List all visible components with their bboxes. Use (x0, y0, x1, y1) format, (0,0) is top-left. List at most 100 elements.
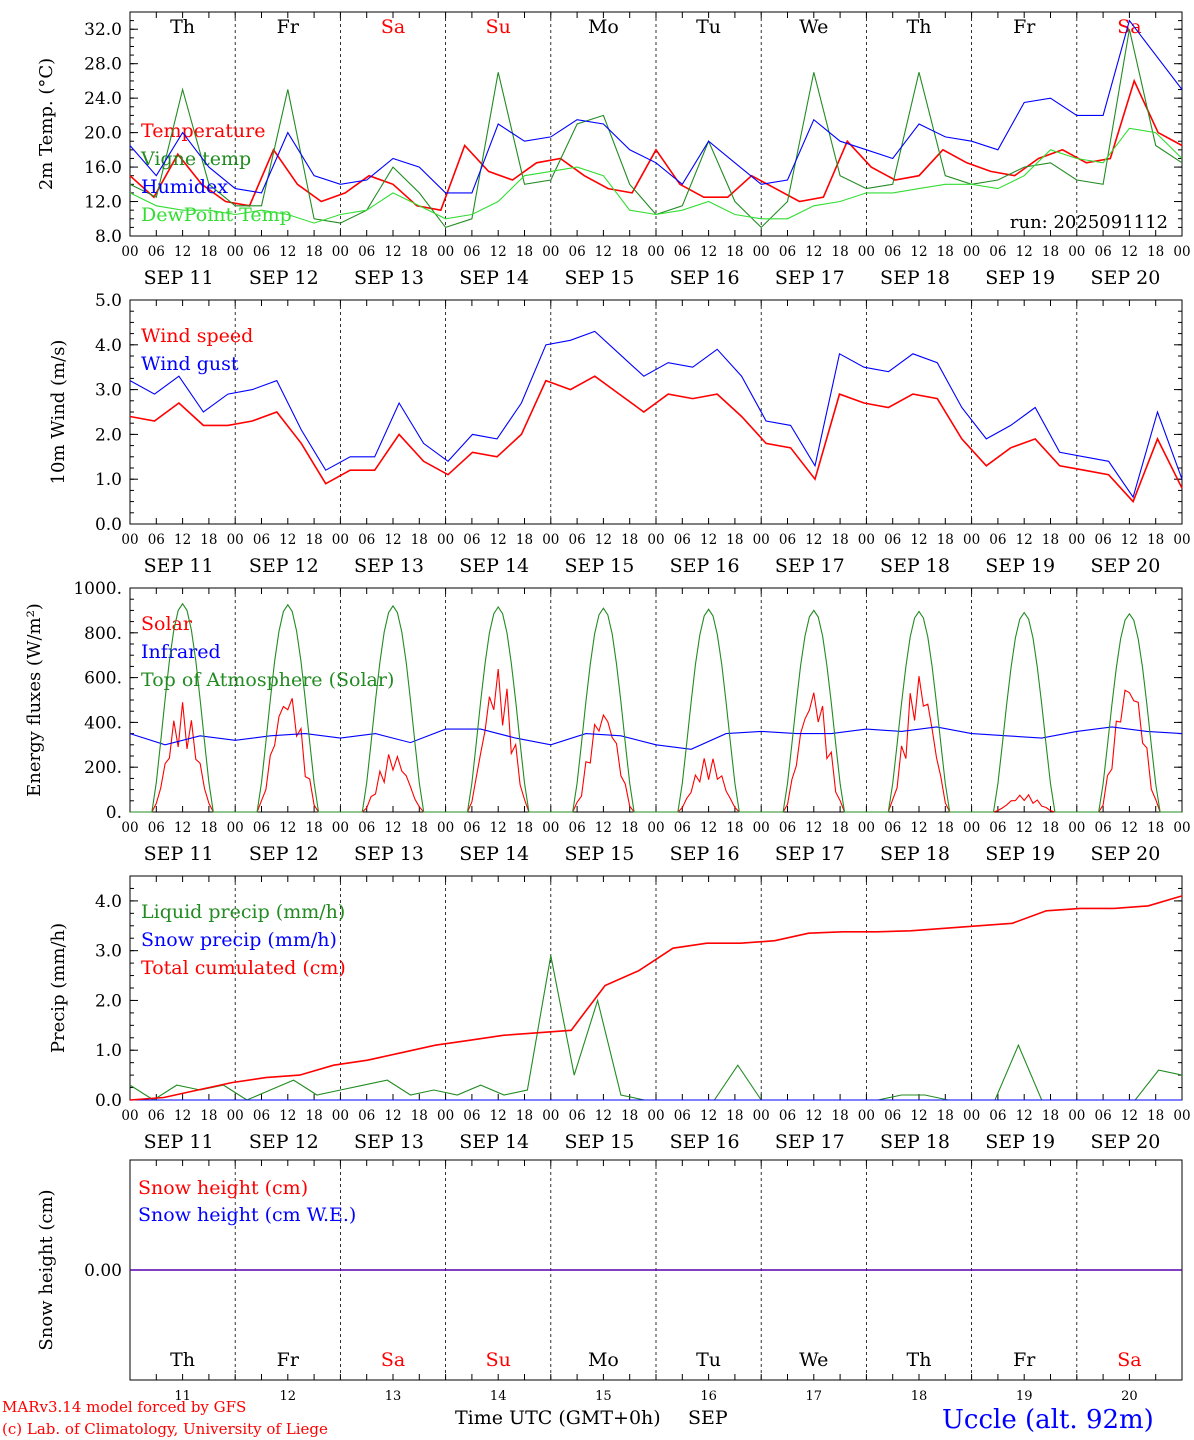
hour-tick-label: 18 (1042, 820, 1059, 836)
hour-tick-label: 12 (1121, 1108, 1138, 1124)
date-label: SEP 15 (564, 843, 634, 865)
hour-tick-label: 12 (384, 820, 401, 836)
weekday-label: Th (907, 1349, 932, 1371)
hour-tick-label: 18 (516, 244, 533, 260)
date-label: SEP 12 (249, 267, 319, 289)
hour-tick-label: 00 (121, 532, 138, 548)
hour-tick-label: 00 (1173, 820, 1190, 836)
date-label: SEP 13 (354, 555, 424, 577)
hour-tick-label: 00 (121, 1108, 138, 1124)
hour-tick-label: 00 (1173, 532, 1190, 548)
date-label: SEP 12 (249, 843, 319, 865)
hour-tick-label: 00 (1068, 820, 1085, 836)
hour-tick-label: 18 (832, 532, 849, 548)
hour-tick-label: 06 (358, 532, 375, 548)
series-line-wind-gust (129, 330, 1183, 499)
weekday-label: Sa (381, 16, 405, 38)
hour-tick-label: 12 (910, 244, 927, 260)
hour-tick-label: 06 (1095, 820, 1112, 836)
hour-tick-label: 00 (121, 244, 138, 260)
weekday-label: Sa (1117, 16, 1141, 38)
date-label: SEP 17 (775, 843, 845, 865)
date-label: SEP 17 (775, 555, 845, 577)
hour-tick-label: 06 (148, 1108, 165, 1124)
date-label: SEP 17 (775, 267, 845, 289)
day-number-label: 16 (700, 1389, 717, 1404)
hour-tick-label: 00 (963, 532, 980, 548)
day-number-label: 19 (1016, 1389, 1033, 1404)
hour-tick-label: 18 (1042, 1108, 1059, 1124)
hour-tick-label: 06 (358, 820, 375, 836)
y-tick-label: 20.0 (84, 124, 122, 144)
plot-frame (129, 587, 1183, 813)
station-label: Uccle (alt. 92m) (942, 1405, 1154, 1435)
day-number-label: 18 (911, 1389, 928, 1404)
date-label: SEP 16 (670, 1131, 740, 1153)
hour-tick-label: 12 (1121, 820, 1138, 836)
date-label: SEP 20 (1090, 1131, 1160, 1153)
y-tick-label: 32.0 (84, 20, 122, 40)
hour-tick-label: 12 (700, 244, 717, 260)
hour-tick-label: 06 (674, 244, 691, 260)
date-label: SEP 18 (880, 267, 950, 289)
hour-tick-label: 06 (569, 1108, 586, 1124)
hour-tick-label: 06 (779, 1108, 796, 1124)
hour-tick-label: 06 (253, 820, 270, 836)
hour-tick-label: 12 (1121, 244, 1138, 260)
hour-tick-label: 12 (279, 244, 296, 260)
day-number-label: 13 (385, 1389, 402, 1404)
date-label: SEP 19 (985, 843, 1055, 865)
y-tick-label: 3.0 (95, 942, 122, 962)
chart-snow: 0.00 Snow height (cm) Th Fr Sa Su Mo Tu We Th Fr Sa… (36, 1159, 1183, 1404)
legend-entry: Top of Atmosphere (Solar) (141, 669, 394, 691)
y-axis-title: 2m Temp. (°C) (36, 58, 57, 190)
hour-tick-label: 00 (332, 532, 349, 548)
date-label: SEP 20 (1090, 843, 1160, 865)
hour-tick-label: 12 (805, 244, 822, 260)
hour-tick-label: 12 (700, 1108, 717, 1124)
date-label: SEP 13 (354, 1131, 424, 1153)
date-label: SEP 13 (354, 267, 424, 289)
hour-tick-label: 18 (621, 532, 638, 548)
hour-tick-label: 00 (227, 820, 244, 836)
day-number-label: 15 (595, 1389, 612, 1404)
date-label: SEP 19 (985, 267, 1055, 289)
hour-tick-label: 06 (358, 1108, 375, 1124)
chart-temperature: 8.0 12.0 16.0 20.0 24.0 28.0 32.0 2m Temp. (°C)… (36, 11, 1191, 289)
y-tick-label: 800. (84, 624, 122, 644)
hour-tick-label: 00 (227, 244, 244, 260)
y-tick-label: 1000. (73, 579, 122, 599)
plot-frame (129, 11, 1183, 237)
hour-tick-label: 18 (621, 1108, 638, 1124)
hour-tick-label: 00 (1068, 532, 1085, 548)
date-label: SEP 16 (670, 267, 740, 289)
hour-tick-label: 06 (148, 820, 165, 836)
hour-tick-label: 00 (542, 532, 559, 548)
date-label: SEP 12 (249, 1131, 319, 1153)
hour-tick-label: 18 (306, 244, 323, 260)
day-number-label: 12 (280, 1389, 297, 1404)
hour-tick-label: 00 (858, 532, 875, 548)
date-label: SEP 12 (249, 555, 319, 577)
hour-tick-label: 18 (411, 532, 428, 548)
date-label: SEP 14 (459, 843, 529, 865)
hour-tick-label: 12 (490, 244, 507, 260)
hour-tick-label: 12 (595, 1108, 612, 1124)
hour-tick-label: 12 (700, 532, 717, 548)
hour-tick-label: 18 (1042, 244, 1059, 260)
legend-entry: Humidex (141, 176, 228, 198)
hour-tick-label: 12 (595, 532, 612, 548)
series-line-humidex (129, 19, 1183, 194)
weekday-label: Th (170, 16, 195, 38)
legend-entry: Solar (141, 613, 193, 635)
legend-entry: Liquid precip (mm/h) (141, 901, 345, 923)
series-line-total-cumulated-cm- (129, 895, 1183, 1101)
chart-precip: 0.0 1.0 2.0 3.0 4.0 Precip (mm/h) 00 06 12 18 00 06… (48, 875, 1191, 1153)
hour-tick-label: 00 (858, 820, 875, 836)
weekday-label: Su (486, 1349, 511, 1371)
hour-tick-label: 00 (542, 1108, 559, 1124)
legend-entry: Snow height (cm W.E.) (138, 1204, 356, 1226)
hour-tick-label: 12 (1016, 820, 1033, 836)
hour-tick-label: 18 (306, 1108, 323, 1124)
hour-tick-label: 18 (726, 244, 743, 260)
